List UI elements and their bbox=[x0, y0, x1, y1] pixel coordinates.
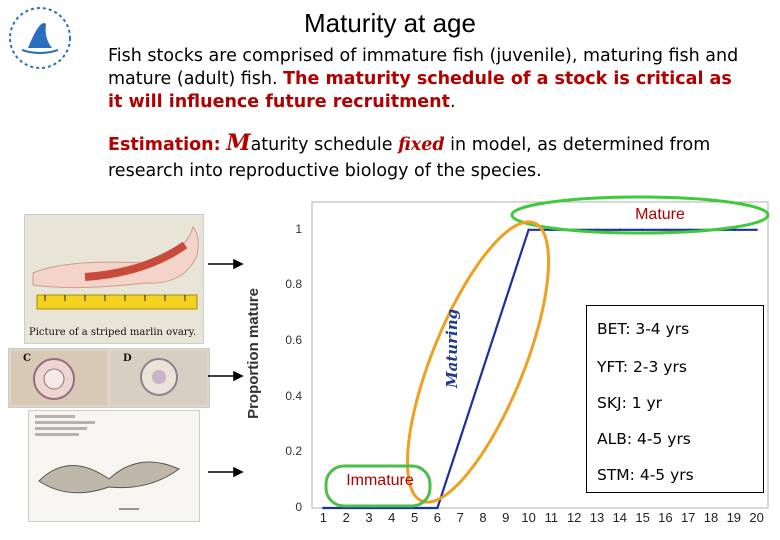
estimation-text: aturity schedule bbox=[250, 135, 399, 155]
spc-logo bbox=[9, 7, 71, 69]
x-tick-label: 5 bbox=[410, 510, 419, 525]
data-point bbox=[641, 228, 644, 232]
intro-end: . bbox=[450, 92, 456, 112]
histology-photos: C D bbox=[8, 348, 210, 408]
data-point bbox=[618, 228, 621, 232]
x-tick-label: 14 bbox=[612, 510, 628, 525]
estimation-rest: in model, as determined from research in… bbox=[108, 135, 711, 181]
x-tick-label: 17 bbox=[680, 510, 696, 525]
histology-label-d: D bbox=[123, 353, 132, 364]
x-tick-label: 1 bbox=[319, 510, 327, 525]
estimation-m: M bbox=[226, 130, 251, 156]
data-point bbox=[527, 228, 530, 232]
age-skj: SKJ: 1 yr bbox=[597, 394, 663, 412]
photo-arrows bbox=[208, 258, 244, 478]
intro-text: Fish stocks are comprised of immature fi… bbox=[108, 46, 739, 89]
x-tick-label: 8 bbox=[479, 510, 487, 525]
estimation-paragraph: Estimation: Maturity schedule fixed in m… bbox=[108, 130, 758, 184]
x-tick-label: 19 bbox=[726, 510, 742, 525]
data-point bbox=[573, 228, 576, 232]
specimen-photo bbox=[28, 410, 200, 522]
specimen-drawing bbox=[29, 411, 199, 521]
age-bet: BET: 3-4 yrs bbox=[597, 320, 690, 338]
data-point bbox=[481, 367, 485, 371]
data-point bbox=[595, 228, 599, 232]
intro-paragraph: Fish stocks are comprised of immature fi… bbox=[108, 45, 748, 114]
histology-drawing bbox=[11, 351, 207, 405]
data-point bbox=[345, 506, 348, 510]
y-tick-label: 0.6 bbox=[285, 333, 302, 348]
arrow-head-1 bbox=[233, 258, 244, 270]
x-tick-label: 4 bbox=[388, 510, 396, 525]
arrow-head-2 bbox=[233, 370, 244, 382]
x-tick-label: 6 bbox=[433, 510, 441, 525]
x-tick-label: 9 bbox=[502, 510, 510, 525]
ovary-caption: Picture of a striped marlin ovary. bbox=[29, 327, 197, 338]
data-point bbox=[687, 228, 690, 232]
data-point bbox=[504, 298, 507, 301]
y-tick-label: 1 bbox=[295, 221, 302, 236]
intro-highlight: The maturity schedule of a stock is crit… bbox=[108, 69, 732, 112]
x-tick-label: 20 bbox=[749, 510, 764, 525]
estimation-fixed: fixed bbox=[398, 135, 445, 155]
age-yft: YFT: 2-3 yrs bbox=[597, 358, 687, 376]
x-tick-label: 10 bbox=[521, 510, 536, 525]
histology-label-c: C bbox=[23, 353, 31, 364]
age-alb: ALB: 4-5 yrs bbox=[597, 430, 691, 448]
estimation-label: Estimation: bbox=[108, 135, 221, 155]
slide-title: Maturity at age bbox=[304, 8, 476, 38]
x-tick-label: 11 bbox=[544, 510, 559, 525]
data-point bbox=[390, 506, 393, 510]
data-point bbox=[550, 228, 553, 232]
ovary-photo: Picture of a striped marlin ovary. bbox=[24, 214, 204, 344]
y-axis-label: Proportion mature bbox=[244, 288, 262, 419]
x-tick-label: 3 bbox=[365, 510, 373, 525]
x-tick-label: 2 bbox=[342, 510, 350, 525]
x-tick-label: 7 bbox=[456, 510, 464, 525]
mature-label: Mature bbox=[635, 206, 685, 223]
data-point bbox=[709, 228, 713, 232]
x-tick-label: 18 bbox=[703, 510, 719, 525]
arrow-head-3 bbox=[233, 466, 244, 478]
x-tick-label: 15 bbox=[635, 510, 650, 525]
data-point bbox=[664, 228, 667, 232]
data-point bbox=[755, 228, 758, 232]
data-point bbox=[732, 228, 735, 232]
y-tick-label: 0.2 bbox=[285, 444, 302, 459]
maturing-label: Maturing bbox=[443, 308, 461, 388]
ovary-drawing bbox=[25, 215, 203, 343]
y-tick-label: 0 bbox=[295, 500, 302, 514]
data-point bbox=[459, 437, 462, 440]
age-stm: STM: 4-5 yrs bbox=[597, 466, 694, 484]
data-point bbox=[322, 506, 325, 510]
data-point bbox=[367, 506, 371, 510]
y-tick-label: 0.4 bbox=[285, 388, 302, 403]
data-point bbox=[436, 506, 439, 510]
species-age-box: BET: 3-4 yrs YFT: 2-3 yrs SKJ: 1 yr ALB:… bbox=[586, 305, 764, 493]
x-tick-label: 12 bbox=[566, 510, 582, 525]
x-tick-label: 13 bbox=[589, 510, 605, 525]
x-tick-label: 16 bbox=[658, 510, 673, 525]
data-point bbox=[413, 506, 416, 510]
y-tick-label: 0.8 bbox=[285, 277, 302, 292]
immature-label: Immature bbox=[346, 472, 414, 489]
